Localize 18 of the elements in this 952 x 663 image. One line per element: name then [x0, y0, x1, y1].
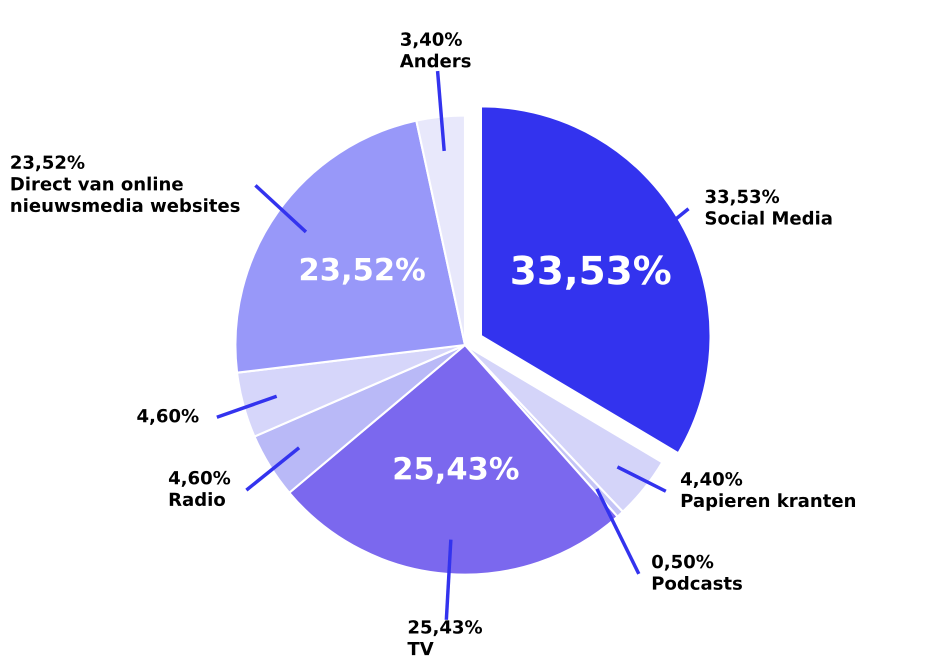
data-label: 25,43%	[408, 620, 482, 636]
slice-label: TV	[408, 642, 434, 656]
slice-label: Social Media	[706, 210, 832, 225]
data-label: 4,60%	[168, 470, 230, 487]
data-label: 33,53%	[706, 190, 780, 206]
slice-label: Anders	[400, 54, 471, 68]
slice-label: Radio	[170, 492, 225, 506]
slice-label: Podcasts	[652, 576, 742, 590]
text: 23,52%	[300, 258, 425, 285]
data-label: 0,50%	[652, 554, 714, 571]
data-label: 4,40%	[680, 472, 742, 488]
data-label: 23,52%	[11, 155, 84, 172]
slice-label: Papieren kranten	[682, 493, 856, 511]
slice-label: Direct van online nieuwsmedia websites	[11, 176, 240, 212]
data-label: 4,60%	[137, 408, 199, 425]
text: 25,43%	[394, 456, 519, 484]
text: 33,53%	[512, 255, 670, 290]
data-label: 3,40%	[401, 32, 462, 48]
